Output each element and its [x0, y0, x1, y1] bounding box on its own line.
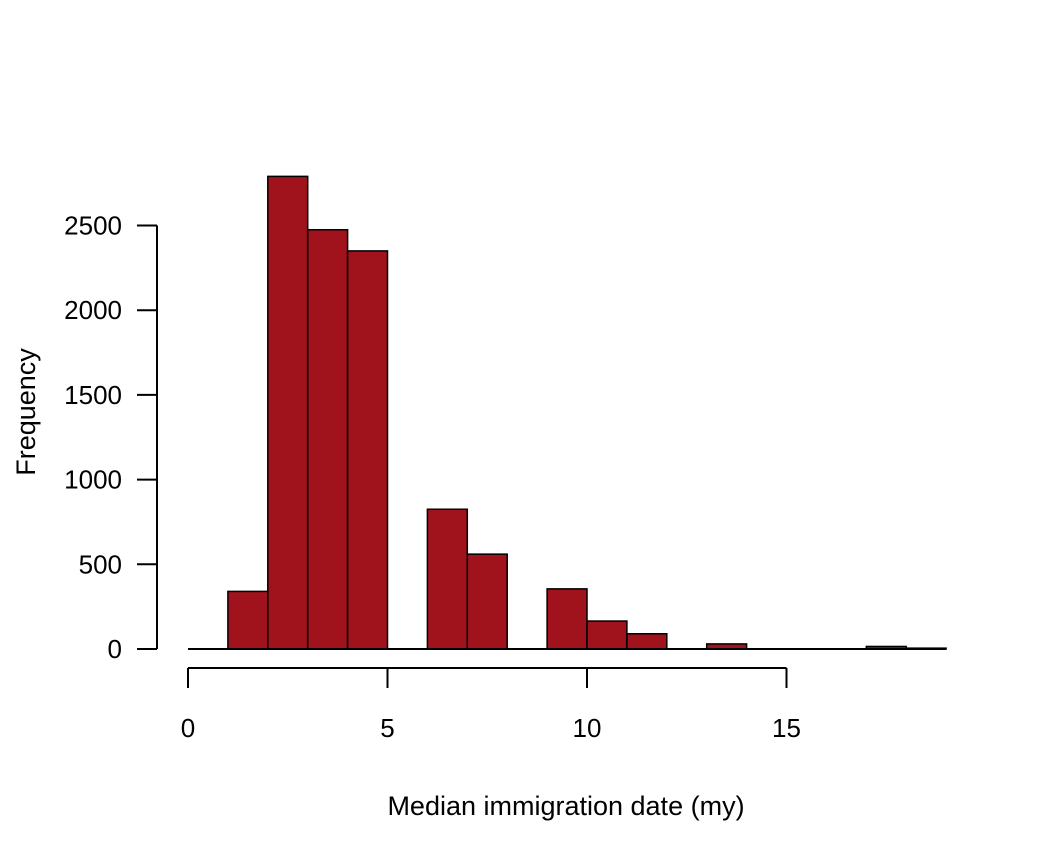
x-tick-label: 10: [573, 713, 602, 743]
x-axis-title: Median immigration date (my): [387, 791, 744, 821]
y-tick-label: 2000: [64, 295, 122, 325]
y-tick-label: 500: [79, 549, 122, 579]
bars-group: [227, 175, 947, 650]
y-axis: 0 500 1000 1500 2000 2500: [64, 211, 158, 664]
x-axis: 0 5 10 15: [181, 667, 801, 743]
histogram-bar: [626, 633, 668, 650]
histogram-bar: [426, 508, 469, 650]
y-tick-label: 1500: [64, 380, 122, 410]
histogram-bar: [586, 620, 628, 650]
histogram-bar: [346, 250, 389, 650]
x-tick-label: 0: [181, 713, 195, 743]
x-tick-label: 15: [772, 713, 801, 743]
y-tick-label: 2500: [64, 211, 122, 241]
y-axis-title: Frequency: [11, 348, 41, 476]
histogram-bar: [466, 553, 508, 650]
histogram-bar: [306, 228, 349, 650]
histogram-bar: [227, 590, 269, 650]
x-tick-label: 5: [380, 713, 394, 743]
y-tick-label: 0: [108, 634, 122, 664]
histogram-bar: [267, 175, 309, 650]
y-tick-label: 1000: [64, 465, 122, 495]
histogram-bar: [546, 588, 588, 650]
